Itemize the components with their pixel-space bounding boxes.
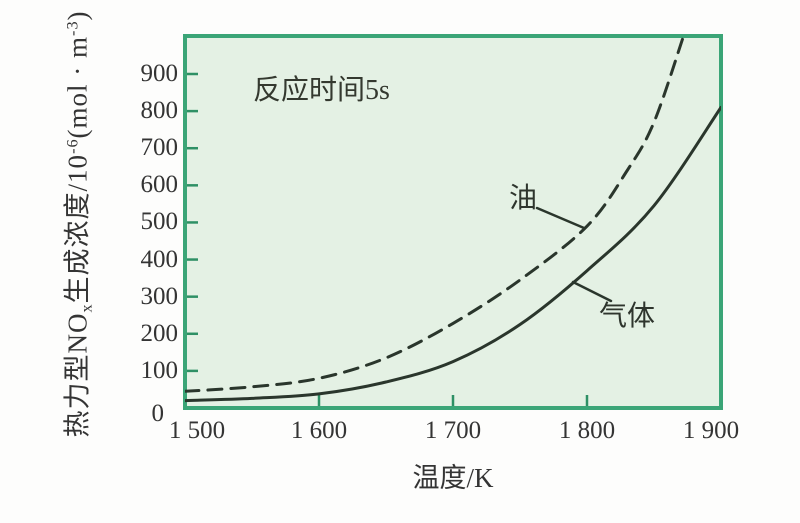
y-tick-label: 500 xyxy=(140,208,179,236)
y-tick-label: 700 xyxy=(140,134,179,162)
gas-curve-label: 气体 xyxy=(598,301,656,332)
y-tick-label: 100 xyxy=(140,356,179,384)
y-tick-label: 0 xyxy=(151,400,165,427)
reaction-time-annotation: 反应时间5s xyxy=(253,75,390,106)
x-tick-label: 1 900 xyxy=(682,417,740,444)
x-tick-label: 1 600 xyxy=(290,417,348,444)
y-tick-label: 200 xyxy=(140,319,179,347)
y-axis-title-mid: 生成浓度/10 xyxy=(62,153,93,304)
y-axis-title-close-paren: ) xyxy=(62,10,93,21)
y-axis-title-subscript: x xyxy=(77,303,96,313)
x-tick-label: 1 500 xyxy=(168,417,226,444)
y-axis-title: 热力型NOx生成浓度/10-6(mol · m-3) xyxy=(56,10,97,437)
plot-area xyxy=(183,34,723,410)
x-tick-label: 1 700 xyxy=(424,417,482,444)
gas-curve xyxy=(185,105,721,403)
gas-label-leader-line xyxy=(571,280,613,303)
y-axis-title-main: 热力型NO xyxy=(62,312,93,438)
y-tick-label: 900 xyxy=(140,60,179,87)
x-axis-title: 温度/K xyxy=(412,463,494,493)
y-tick-label: 300 xyxy=(140,282,179,310)
y-tick-label: 400 xyxy=(140,245,179,273)
oil-label-leader-line xyxy=(535,206,586,230)
y-axis-title-unit-exponent: -3 xyxy=(63,20,82,36)
oil-curve xyxy=(185,36,685,393)
x-tick-label: 1 800 xyxy=(558,417,616,444)
oil-curve-label: 油 xyxy=(508,183,538,214)
y-axis-title-unit: (mol · m xyxy=(62,35,93,139)
y-axis-title-exponent: -6 xyxy=(63,138,82,154)
y-tick-label: 600 xyxy=(140,171,179,199)
y-tick-label: 800 xyxy=(140,97,179,125)
